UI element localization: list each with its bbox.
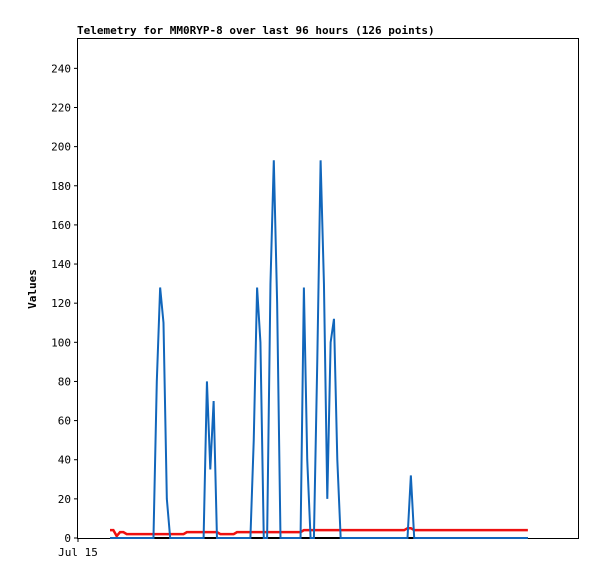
x-tick-label: Jul 15 [58, 546, 98, 559]
y-tick-label: 60 [58, 415, 71, 428]
series-line-2 [110, 526, 528, 539]
y-tick-label: 240 [51, 62, 71, 75]
y-tick-label: 100 [51, 336, 71, 349]
y-tick-label: 200 [51, 141, 71, 154]
y-tick-label: 180 [51, 180, 71, 193]
series-layer [110, 160, 528, 539]
y-tick-label: 40 [58, 454, 71, 467]
y-tick-label: 0 [64, 532, 71, 545]
y-tick-label: 120 [51, 297, 71, 310]
y-tick-label: 140 [51, 258, 71, 271]
y-tick-label: 20 [58, 493, 71, 506]
chart-title: Telemetry for MM0RYP-8 over last 96 hour… [77, 24, 435, 37]
series-line-1 [110, 160, 528, 539]
y-tick-label: 160 [51, 219, 71, 232]
y-tick-label: 220 [51, 101, 71, 114]
y-axis-label: Values [26, 269, 39, 309]
y-tick-label: 80 [58, 375, 71, 388]
y-axis: 0 20 40 60 80 100 120 140 160 180 200 220 240 [51, 62, 78, 545]
x-axis: Jul 15 [58, 538, 98, 559]
